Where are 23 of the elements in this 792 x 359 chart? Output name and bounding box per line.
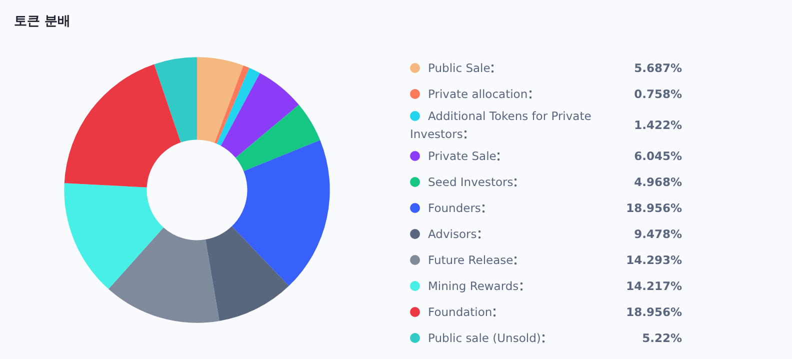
legend-label: Future Release xyxy=(428,253,514,267)
data-label: 14.293% xyxy=(626,253,682,267)
legend-label: Founders xyxy=(428,201,481,215)
data-label: 0.758% xyxy=(634,87,682,101)
data-label: 4.968% xyxy=(634,175,682,189)
legend-label: Public Sale xyxy=(428,61,490,75)
chart-title: 토큰 분배 xyxy=(14,13,71,30)
legend-label: Private Sale xyxy=(428,149,496,163)
legend-label: Seed Investors xyxy=(428,175,514,189)
legend-label: Foundation xyxy=(428,305,492,319)
legend-label: Advisors xyxy=(428,227,477,241)
legend-label: Mining Rewards xyxy=(428,279,519,293)
legend-label: Additional Tokens for Private Investors xyxy=(410,109,592,141)
legend-label: Private allocation xyxy=(428,87,528,101)
data-label: 5.687% xyxy=(634,61,682,75)
data-label: 18.956% xyxy=(626,305,682,319)
data-label: 18.956% xyxy=(626,201,682,215)
data-label: 5.22% xyxy=(642,331,682,345)
data-label: 14.217% xyxy=(626,279,682,293)
legend-label: Public sale (Unsold) xyxy=(428,331,541,345)
data-label: 9.478% xyxy=(634,227,682,241)
data-label: 1.422% xyxy=(634,118,682,132)
data-label: 6.045% xyxy=(634,149,682,163)
